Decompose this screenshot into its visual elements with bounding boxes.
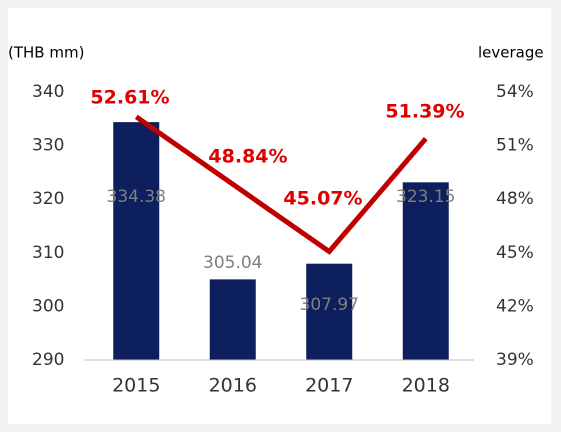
y-tick-label: 330 <box>32 136 64 156</box>
y2-tick-label: 45% <box>496 243 534 263</box>
y2-tick-label: 39% <box>496 350 534 370</box>
y-tick-label: 300 <box>32 296 64 316</box>
bar <box>306 263 353 360</box>
line-value-label: 51.39% <box>385 101 464 123</box>
bar <box>402 182 449 360</box>
y-axis-label: (THB mm) <box>8 44 84 62</box>
y2-axis-label: leverage <box>478 44 544 62</box>
bar-value-label: 307.97 <box>300 295 359 315</box>
line-value-label: 52.61% <box>90 87 169 109</box>
line-value-label: 45.07% <box>283 188 362 210</box>
y-tick-label: 290 <box>32 350 64 370</box>
bar-value-label: 323.15 <box>396 187 455 207</box>
x-tick-label: 2017 <box>305 375 353 397</box>
y2-tick-label: 51% <box>496 136 534 156</box>
line <box>134 114 428 255</box>
bar-value-label: 334.38 <box>107 187 166 207</box>
line-value-label: 48.84% <box>208 146 287 168</box>
bar <box>113 122 160 360</box>
bar-value-label: 305.04 <box>203 253 262 273</box>
y2-tick-label: 48% <box>496 189 534 209</box>
y2-tick-label: 42% <box>496 296 534 316</box>
x-tick-label: 2016 <box>209 375 257 397</box>
bar <box>209 279 256 360</box>
y-tick-label: 310 <box>32 243 64 263</box>
y2-tick-label: 54% <box>496 82 534 102</box>
y-tick-label: 320 <box>32 189 64 209</box>
x-tick-label: 2015 <box>112 375 160 397</box>
y-tick-label: 340 <box>32 82 64 102</box>
x-tick-label: 2018 <box>402 375 450 397</box>
